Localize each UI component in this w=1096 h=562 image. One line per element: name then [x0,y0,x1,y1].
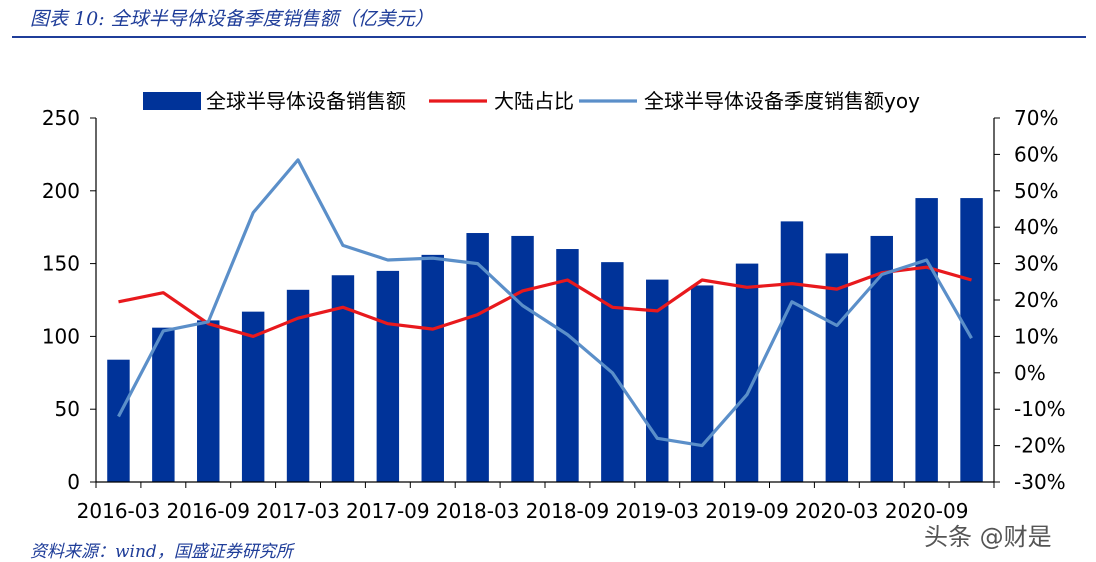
right-tick-label: -30% [1014,470,1066,494]
line-yoy [117,158,973,448]
bar [915,198,938,482]
x-tick-label: 2020-09 [885,499,969,523]
left-tick-label: 200 [42,179,80,203]
x-tick-label: 2019-09 [705,499,789,523]
source-note: 资料来源：wind，国盛证券研究所 [30,542,293,562]
bar [197,320,220,482]
left-tick-label: 150 [42,252,80,276]
bar [511,235,534,482]
right-tick-label: 60% [1014,142,1058,166]
right-tick-label: 70% [1014,106,1058,130]
line-mainland-share [118,265,972,338]
legend-label-yoy: 全球半导体设备季度销售额yoy [644,89,920,113]
bar [960,198,983,482]
bar [107,359,130,482]
title-divider [12,36,1086,38]
legend-label-mainland-share: 大陆占比 [494,89,574,113]
chart: 0 50 100 150 200 250 -30% -20% -10% 0% 10% 20% 30% 40… [42,89,1066,523]
bar [152,327,175,482]
right-tick-label: 40% [1014,215,1058,239]
bar [466,233,489,482]
bar [376,270,400,482]
legend-label-sales: 全球半导体设备销售额 [206,89,406,113]
right-tick-label: 10% [1014,324,1058,348]
left-tick-label: 50 [55,397,80,421]
left-tick-label: 0 [67,470,80,494]
bar [870,235,893,482]
right-tick-label: 0% [1014,361,1046,385]
left-tick-label: 100 [42,324,80,348]
bar [331,275,355,482]
bar [825,253,849,482]
bar [735,263,759,482]
right-tick-label: -10% [1014,397,1066,421]
legend-swatch-sales [143,92,201,110]
left-tick-label: 250 [42,106,80,130]
figure-title: 图表 10: 全球半导体设备季度销售额（亿美元） [30,8,434,30]
watermark: 头条 @财是 [924,523,1052,551]
bar [556,249,579,482]
x-tick-label: 2017-03 [256,499,340,523]
x-tick-label: 2016-09 [166,499,250,523]
x-tick-label: 2016-03 [77,499,161,523]
bar [690,285,714,482]
x-tick-label: 2019-03 [615,499,699,523]
bar [241,311,265,482]
x-tick-label: 2018-09 [526,499,610,523]
x-tick-label: 2020-03 [795,499,879,523]
bar [780,221,804,482]
x-tick-label: 2017-09 [346,499,430,523]
right-tick-label: -20% [1014,434,1066,458]
right-tick-label: 50% [1014,179,1058,203]
right-tick-label: 20% [1014,288,1058,312]
bar [286,289,310,482]
right-tick-label: 30% [1014,252,1058,276]
bar [421,254,444,482]
x-tick-label: 2018-03 [436,499,520,523]
